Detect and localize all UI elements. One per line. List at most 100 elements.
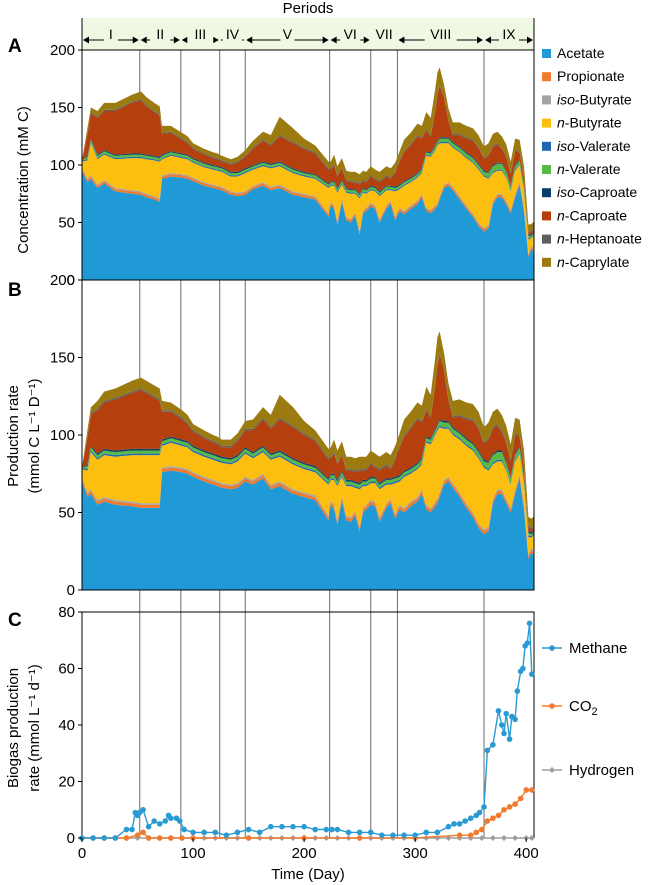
panel-b-ylabel: Production rate: [5, 385, 22, 487]
legend-label-n-heptanoate: n-Heptanoate: [557, 231, 642, 247]
period-arrow-head-right: [322, 36, 329, 44]
period-label-bg: [103, 22, 118, 48]
series-co2: [79, 787, 535, 841]
legend-label-acetate: Acetate: [557, 45, 605, 61]
area-b-iso-caproate: [82, 419, 534, 535]
point-co2: [523, 787, 530, 793]
point-methane: [434, 829, 441, 836]
point-methane: [524, 640, 531, 646]
panel-letter-c: C: [8, 610, 22, 631]
point-methane: [514, 688, 521, 694]
period-arrow-head-left: [140, 36, 147, 44]
periods-title: Periods: [283, 0, 334, 17]
period-arrow-head-left: [485, 36, 492, 44]
point-methane: [456, 821, 463, 827]
x-tick-label: 400: [514, 845, 539, 862]
period-label: IV: [226, 26, 240, 42]
point-methane: [484, 747, 491, 754]
legend-swatch-n-butyrate: [542, 118, 551, 128]
point-co2: [467, 832, 474, 838]
point-hydrogen: [478, 835, 485, 841]
point-methane: [512, 716, 518, 723]
panel-c-axes: 0 20 40 60 80 0 100 200 300 400: [58, 604, 538, 862]
legend-label-iso-caproate: iso-Caproate: [557, 184, 637, 200]
point-co2: [484, 818, 491, 824]
legend-swatch-iso-valerate: [542, 141, 551, 151]
point-methane: [301, 823, 307, 830]
legend-a: Acetate Propionate iso-Butyrate n-Butyrate i…: [542, 45, 642, 270]
legend-label-iso-butyrate: iso-Butyrate: [557, 91, 632, 107]
y-tick-label-c: 40: [58, 717, 75, 734]
period-arrow-head-right: [173, 36, 180, 44]
point-co2: [168, 835, 174, 841]
point-co2: [479, 826, 485, 833]
point-methane: [190, 829, 196, 836]
y-tick-label-a: 50: [58, 215, 75, 232]
legend-label-iso-valerate: iso-Valerate: [557, 138, 631, 154]
point-methane: [401, 832, 407, 838]
y-tick-label-b: 100: [50, 427, 75, 444]
point-methane: [162, 818, 169, 824]
point-methane: [101, 835, 108, 841]
y-tick-label-c: 60: [58, 661, 75, 678]
panel-a-y-axis: 0 50 100 150 200: [50, 42, 82, 289]
period-arrow-head-left: [181, 36, 188, 44]
period-label: VII: [376, 26, 393, 42]
legend-marker-methane: [549, 645, 555, 651]
y-tick-label-a: 0: [67, 272, 75, 289]
area-a-n-butyrate: [82, 143, 534, 254]
legend-swatch-n-caprylate: [542, 257, 551, 267]
point-co2: [501, 806, 507, 813]
point-methane: [176, 818, 183, 824]
point-co2: [506, 804, 513, 810]
period-label-bg: [187, 22, 214, 48]
legend-label-n-caprylate: n-Caprylate: [557, 254, 630, 270]
panel-c-ylabel: Biogas production: [5, 668, 22, 788]
point-methane: [267, 823, 274, 830]
point-methane: [526, 620, 533, 627]
legend-label-methane: Methane: [569, 640, 627, 657]
period-label: I: [109, 26, 113, 42]
panel-a-ylabel: Concentration (mM C): [15, 106, 32, 254]
y-tick-label-c: 0: [67, 830, 75, 847]
point-co2: [495, 812, 502, 819]
period-arrow-head-right: [477, 36, 484, 44]
point-co2: [473, 829, 480, 836]
point-methane: [201, 829, 207, 836]
point-methane: [501, 730, 507, 737]
point-methane: [181, 826, 187, 833]
point-hydrogen: [512, 835, 519, 841]
x-tick-label: 0: [78, 845, 86, 862]
point-methane: [498, 722, 505, 728]
series-methane: [79, 620, 535, 841]
line-co2: [82, 789, 532, 839]
area-b-acetate: [82, 470, 534, 590]
point-methane: [481, 804, 487, 810]
point-co2: [456, 832, 463, 838]
area-b-n-caprylate: [82, 331, 534, 528]
legend-swatch-acetate: [542, 49, 551, 58]
legend-label-co2: CO2: [569, 698, 598, 718]
point-methane: [123, 826, 130, 833]
x-tick-label: 100: [181, 845, 206, 862]
period-arrow-head-left: [330, 36, 337, 44]
point-methane: [334, 826, 341, 833]
point-methane: [279, 823, 285, 830]
point-methane: [323, 826, 330, 833]
area-b-n-valerate: [82, 421, 534, 536]
area-a-acetate: [82, 170, 534, 280]
point-methane: [356, 829, 363, 836]
period-label: III: [194, 26, 206, 42]
point-methane: [503, 710, 510, 717]
legend-c: Methane CO2 Hydrogen: [542, 640, 634, 779]
point-methane: [145, 823, 152, 830]
legend-label-n-caproate: n-Caproate: [557, 207, 627, 223]
period-label: V: [283, 26, 293, 42]
y-tick-label-c: 20: [58, 774, 75, 791]
y-tick-label-a: 150: [50, 100, 75, 117]
panel-b-y-axis: 0 50 100 150 200: [50, 272, 82, 599]
area-a-n-caproate: [82, 85, 534, 236]
point-methane: [367, 829, 374, 836]
x-tick-label: 300: [403, 845, 428, 862]
